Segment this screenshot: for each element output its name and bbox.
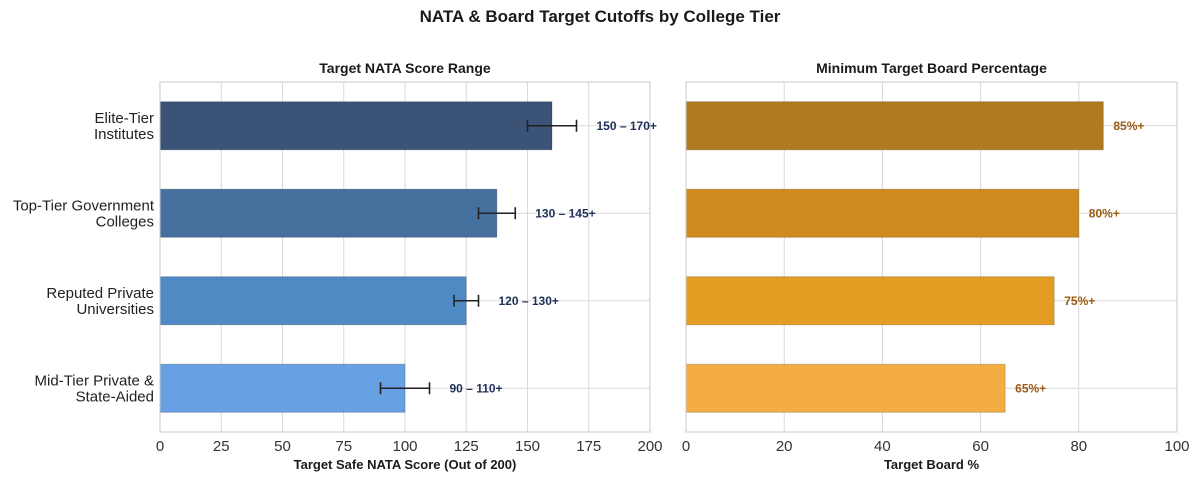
right-panel-board: 85%+ 80%+ 75%+ 65%+ 0 20 40 60 80 100 Target Board…: [682, 60, 1190, 472]
data-label: 75%+: [1064, 294, 1095, 308]
x-tick-label: 50: [274, 438, 291, 455]
bar: [159, 188, 498, 238]
plot-frame: [159, 81, 651, 433]
x-tick-label: 0: [156, 438, 164, 455]
data-label: 80%+: [1089, 206, 1120, 220]
bar: [685, 276, 1055, 326]
y-tick-label: Mid-Tier Private & State-Aided: [35, 372, 154, 405]
left-panel-nata: 150 – 170+ 130 – 145+ 120 – 130+ 90 – 110+ 0…: [13, 60, 663, 472]
y-tick-label: Top-Tier Government Colleges: [13, 197, 155, 230]
subplot-title: Minimum Target Board Percentage: [816, 60, 1047, 76]
error-bar: [526, 119, 578, 132]
y-tick-label: Elite-Tier Institutes: [94, 110, 154, 143]
x-tick-label: 125: [454, 438, 479, 455]
x-tick-label: 175: [576, 438, 601, 455]
data-label: 130 – 145+: [535, 206, 595, 220]
data-label: 90 – 110+: [450, 381, 503, 395]
data-label: 65%+: [1015, 381, 1046, 395]
bar: [159, 363, 406, 413]
plot-frame: [685, 81, 1178, 433]
x-tick-label: 200: [637, 438, 662, 455]
error-bar: [453, 294, 480, 307]
data-label: 85%+: [1113, 119, 1144, 133]
data-label: 150 – 170+: [597, 119, 657, 133]
x-tick-label: 0: [682, 438, 690, 455]
x-tick-label: 20: [776, 438, 793, 455]
bar: [159, 101, 553, 151]
bar: [685, 363, 1006, 413]
y-tick-label: Reputed Private Universities: [46, 285, 154, 318]
x-axis-label: Target Safe NATA Score (Out of 200): [294, 457, 517, 472]
bar: [159, 276, 467, 326]
x-tick-label: 150: [515, 438, 540, 455]
x-tick-label: 60: [972, 438, 989, 455]
x-tick-label: 100: [1164, 438, 1189, 455]
figure-title: NATA & Board Target Cutoffs by College T…: [420, 7, 781, 26]
x-axis-label: Target Board %: [884, 457, 980, 472]
bar: [685, 101, 1104, 151]
error-bar: [379, 382, 431, 395]
x-tick-label: 100: [392, 438, 417, 455]
x-tick-label: 25: [213, 438, 230, 455]
error-bar: [477, 207, 517, 220]
subplot-title: Target NATA Score Range: [319, 60, 491, 76]
x-tick-label: 75: [335, 438, 352, 455]
x-tick-label: 80: [1070, 438, 1087, 455]
data-label: 120 – 130+: [499, 294, 559, 308]
bar: [685, 188, 1080, 238]
x-tick-label: 40: [874, 438, 891, 455]
